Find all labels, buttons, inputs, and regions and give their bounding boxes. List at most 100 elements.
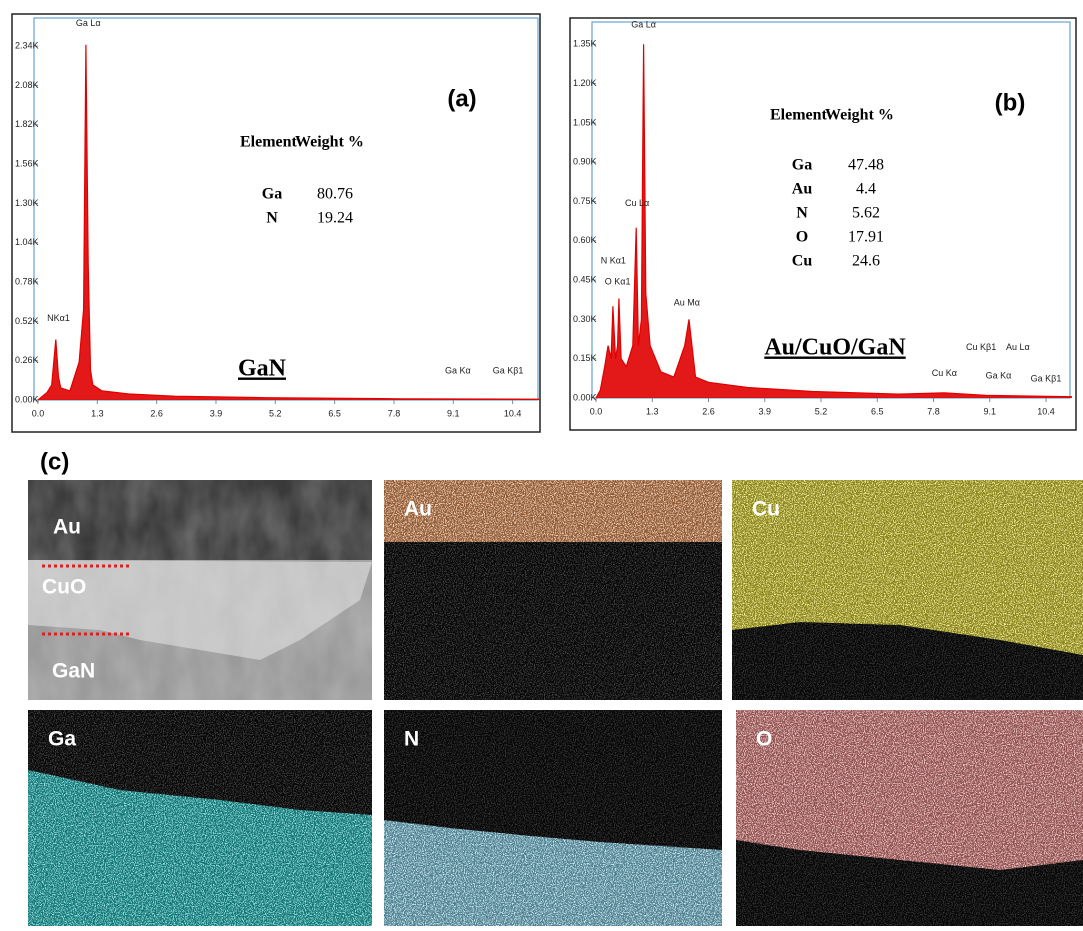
map-layer: [28, 710, 372, 926]
y-tick-label: 0.45K: [573, 274, 597, 284]
x-tick-label: 5.2: [269, 408, 282, 418]
panel-label: (a): [447, 85, 476, 112]
x-tick-label: 5.2: [815, 406, 828, 416]
x-tick-label: 10.4: [504, 408, 522, 418]
spectrum-area: [38, 44, 540, 400]
x-tick-label: 9.1: [984, 406, 997, 416]
y-tick-label: 0.78K: [15, 276, 39, 286]
map-bright: [736, 710, 1083, 870]
table-value: 80.76: [317, 186, 353, 203]
sem-texture: [28, 480, 372, 700]
y-tick-label: 1.30K: [15, 198, 39, 208]
x-tick-label: 7.8: [388, 408, 401, 418]
peak-label: NKα1: [47, 313, 70, 323]
y-tick-label: 0.00K: [573, 392, 597, 402]
y-tick-label: 1.04K: [15, 237, 39, 247]
table-header: Element: [770, 107, 828, 124]
table-element: N: [266, 210, 278, 227]
map-label: O: [756, 728, 772, 751]
x-tick-label: 9.1: [447, 408, 460, 418]
map-layer: [732, 480, 1083, 700]
y-tick-label: 2.34K: [15, 41, 39, 51]
x-tick-label: 2.6: [150, 408, 163, 418]
peak-label: O Kα1: [605, 276, 631, 286]
table-element: Ga: [792, 157, 812, 174]
panel-label: (b): [995, 89, 1026, 116]
x-tick-label: 7.8: [927, 406, 940, 416]
map-color: [384, 480, 722, 542]
sample-label: Au/CuO/GaN: [764, 335, 906, 361]
y-tick-label: 0.90K: [573, 157, 597, 167]
map-label: Au: [404, 498, 432, 521]
table-value: 17.91: [848, 229, 884, 246]
map-label: Cu: [752, 498, 780, 521]
x-tick-label: 0.0: [32, 408, 45, 418]
y-tick-label: 0.26K: [15, 355, 39, 365]
table-element: Ga: [262, 186, 282, 203]
x-tick-label: 3.9: [210, 408, 223, 418]
x-tick-label: 10.4: [1037, 406, 1055, 416]
peak-label: Ga Lα: [631, 20, 656, 30]
y-tick-label: 0.52K: [15, 316, 39, 326]
table-value: 5.62: [852, 205, 880, 222]
map-bright: [384, 480, 722, 542]
peak-label: Au Lα: [1006, 342, 1030, 352]
x-tick-label: 6.5: [328, 408, 341, 418]
peak-label: Cu Lα: [625, 198, 649, 208]
map-label: Ga: [48, 728, 76, 751]
y-tick-label: 1.56K: [15, 159, 39, 169]
x-tick-label: 6.5: [871, 406, 884, 416]
table-header: Weight %: [825, 107, 894, 124]
peak-label: Cu Kα: [932, 368, 957, 378]
x-tick-label: 3.9: [759, 406, 772, 416]
x-tick-label: 2.6: [702, 406, 715, 416]
y-tick-label: 0.75K: [573, 196, 597, 206]
map-label: N: [404, 728, 419, 751]
map-bright: [384, 820, 722, 926]
table-value: 4.4: [856, 181, 876, 198]
chart-frame: [11, 13, 541, 433]
table-value: 24.6: [852, 253, 880, 270]
peak-label: Ga Kα: [445, 366, 471, 376]
table-value: 19.24: [317, 210, 353, 227]
map-color: [736, 710, 1083, 870]
y-tick-label: 0.60K: [573, 235, 597, 245]
peak-label: Ga Kα: [986, 371, 1012, 381]
sample-label: GaN: [238, 356, 287, 382]
table-element: Au: [792, 181, 813, 198]
table-value: 47.48: [848, 157, 884, 174]
table-header: Element: [240, 134, 298, 151]
peak-label: Ga Kβ1: [493, 366, 524, 376]
spectrum-line: [37, 44, 541, 401]
y-tick-label: 1.05K: [573, 117, 597, 127]
y-tick-label: 0.30K: [573, 314, 597, 324]
y-tick-label: 1.35K: [573, 39, 597, 49]
y-tick-label: 1.20K: [573, 78, 597, 88]
table-element: Cu: [792, 253, 813, 270]
map-bright: [732, 480, 1083, 655]
y-tick-label: 0.00K: [15, 394, 39, 404]
sem-layer-label: Au: [53, 516, 81, 539]
panel-label: (c): [40, 448, 69, 475]
x-tick-label: 1.3: [646, 406, 659, 416]
map-layer: [736, 710, 1083, 926]
spectrum-line: [595, 44, 1073, 399]
map-layer: [384, 710, 722, 926]
x-tick-label: 1.3: [91, 408, 104, 418]
sem-layer-label: GaN: [52, 660, 95, 683]
table-element: N: [796, 205, 808, 222]
map-layer: [384, 480, 722, 700]
peak-label: N Kα1: [601, 255, 626, 265]
x-tick-label: 0.0: [590, 406, 603, 416]
peak-label: Ga Lα: [76, 18, 101, 28]
y-tick-label: 2.08K: [15, 80, 39, 90]
y-tick-label: 1.82K: [15, 119, 39, 129]
peak-label: Ga Kβ1: [1031, 373, 1062, 383]
table-header: Weight %: [295, 134, 364, 151]
table-element: O: [796, 229, 808, 246]
peak-label: Cu Kβ1: [966, 342, 996, 352]
peak-label: Au Mα: [674, 297, 700, 307]
sem-layer-label: CuO: [42, 576, 86, 599]
y-tick-label: 0.15K: [573, 353, 597, 363]
